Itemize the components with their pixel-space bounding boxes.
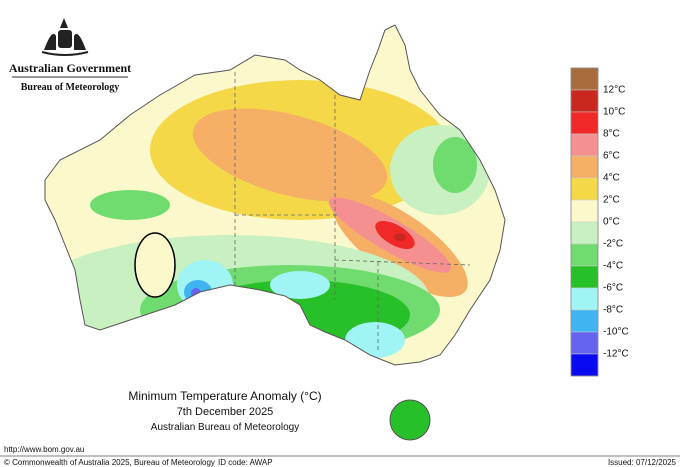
legend-label: 10°C: [603, 107, 625, 118]
zone-minus4-minus2: [90, 190, 170, 220]
map-date: 7th December 2025: [177, 406, 274, 418]
coat-of-arms: [41, 18, 89, 56]
legend-label: 4°C: [603, 173, 620, 184]
footer-id-code: ID code: AWAP: [218, 458, 273, 467]
legend-label: -2°C: [603, 239, 623, 250]
map-title: Minimum Temperature Anomaly (°C): [128, 389, 321, 403]
map-source: Australian Bureau of Meteorology: [151, 422, 299, 433]
legend-swatch: [570, 265, 599, 289]
legend-swatch: [570, 89, 599, 113]
legend-swatch: [570, 177, 599, 201]
legend-label: 2°C: [603, 195, 620, 206]
footer-issued: Issued: 07/12/2025: [608, 458, 677, 467]
legend-frame: [570, 67, 599, 377]
tasmania: [389, 399, 431, 441]
legend-swatch: [570, 111, 599, 135]
legend-swatch: [570, 309, 599, 333]
legend-label: 6°C: [603, 151, 620, 162]
legend-label: -8°C: [603, 305, 623, 316]
zone-10-12: [394, 233, 406, 241]
legend-label: -12°C: [603, 349, 629, 360]
zone-4-6: [192, 108, 388, 202]
coastline: [44, 24, 506, 366]
legend: 12°C 10°C 8°C 6°C 4°C 2°C 0°C -2°C -4°C -6°C -8°C -…: [570, 67, 629, 377]
legend-swatch: [570, 221, 599, 245]
zone-minus4-minus2: [433, 137, 477, 193]
legend-label: 8°C: [603, 129, 620, 140]
government-name: Australian Government: [9, 61, 131, 75]
legend-label: -4°C: [603, 261, 623, 272]
state-borders: [234, 72, 471, 352]
zone-minus8-minus6: [270, 271, 330, 299]
legend-label: -10°C: [603, 327, 629, 338]
legend-swatch: [570, 243, 599, 267]
footer-url: http://www.bom.gov.au: [4, 445, 84, 454]
legend-swatch: [570, 353, 599, 377]
legend-label: -6°C: [603, 283, 623, 294]
legend-label: 12°C: [603, 85, 625, 96]
legend-label: 0°C: [603, 217, 620, 228]
legend-swatch: [570, 199, 599, 223]
legend-swatch: [570, 133, 599, 157]
contour: [134, 232, 176, 298]
legend-swatch: [570, 67, 599, 91]
footer-copyright: © Commonwealth of Australia 2025, Bureau…: [4, 458, 215, 467]
agency-name: Bureau of Meteorology: [21, 82, 120, 93]
legend-swatch: [570, 331, 599, 355]
legend-swatch: [570, 155, 599, 179]
legend-swatch: [570, 287, 599, 311]
